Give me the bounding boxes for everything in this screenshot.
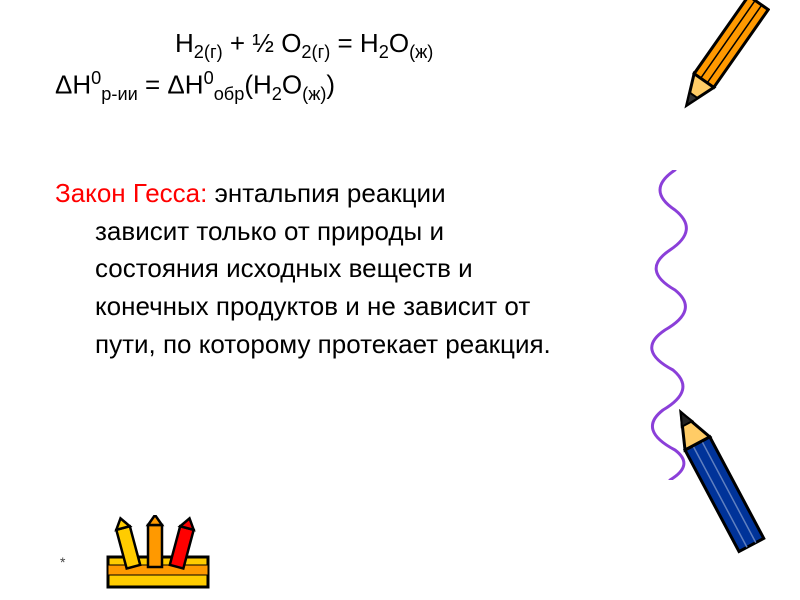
law-line-3: конечных продуктов и не зависит от (55, 288, 615, 326)
law-line-4: пути, по которому протекает реакция. (55, 326, 615, 364)
footer-mark: * (60, 554, 65, 570)
equation-line-2: ΔH0р-ии = ΔH0обр(H2O(ж)) (55, 66, 433, 107)
pencil-icon-bottom (645, 370, 775, 560)
equation-block: H2(г) + ½ O2(г) = H2O(ж) ΔH0р-ии = ΔH0об… (175, 25, 433, 107)
equation-line-1: H2(г) + ½ O2(г) = H2O(ж) (175, 25, 433, 66)
law-name: Закон Гесса: (55, 178, 207, 208)
law-line-2: состояния исходных веществ и (55, 250, 615, 288)
law-line-1: зависит только от природы и (55, 213, 615, 251)
pencil-icon-top (660, 0, 770, 140)
law-intro-text: энтальпия реакции (207, 178, 445, 208)
law-paragraph: Закон Гесса: энтальпия реакции зависит т… (55, 175, 615, 363)
crayons-icon (100, 515, 230, 590)
